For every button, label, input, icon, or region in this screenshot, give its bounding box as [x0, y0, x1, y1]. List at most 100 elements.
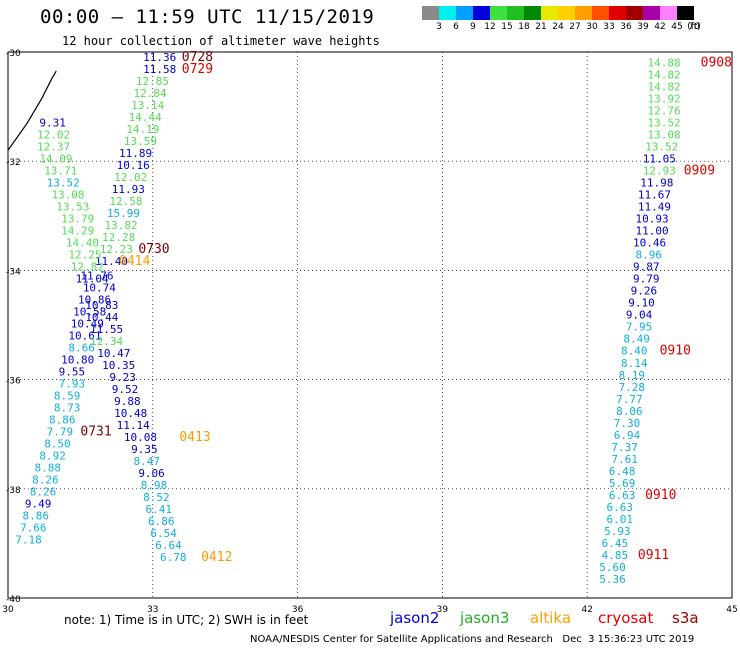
scale-swatch [558, 6, 575, 20]
y-tick-label: -34 [6, 267, 21, 277]
wave-height-label: 13.82 [105, 219, 138, 232]
wave-height-label: 11.04 [76, 273, 109, 286]
time-label: 0910 [645, 488, 676, 503]
scale-swatch [507, 6, 524, 20]
wave-height-label: 14.09 [39, 153, 72, 166]
wave-height-label: 11.05 [643, 153, 676, 166]
wave-height-label: 10.58 [73, 305, 106, 318]
scale-label: 6 [453, 22, 459, 32]
wave-height-label: 13.92 [648, 92, 681, 105]
y-tick-label: -36 [6, 377, 21, 387]
wave-height-label: 14.82 [648, 68, 681, 81]
x-tick-label: 33 [147, 605, 158, 615]
wave-height-label: 10.16 [117, 159, 150, 172]
wave-height-label: 10.44 [85, 311, 118, 324]
scale-swatch [643, 6, 660, 20]
scale-label: 15 [501, 22, 513, 32]
wave-height-label: 4.85 [602, 549, 629, 562]
y-tick-label: -30 [6, 49, 21, 59]
scale-label: (ft) [687, 22, 701, 32]
wave-height-label: 10.49 [71, 317, 104, 330]
time-label: 0908 [701, 55, 732, 70]
credit-line: NOAA/NESDIS Center for Satellite Applica… [250, 634, 695, 645]
wave-height-label: 5.93 [604, 525, 631, 538]
x-tick-label: 39 [437, 605, 449, 615]
scale-swatch [439, 6, 456, 20]
wave-height-label: 7.79 [47, 426, 74, 439]
wave-height-label: 9.87 [633, 261, 660, 274]
wave-height-label: 7.18 [15, 534, 41, 547]
wave-height-label: 10.83 [85, 299, 118, 312]
wave-height-label: 8.86 [22, 510, 49, 523]
wave-height-label: 12.02 [114, 171, 147, 184]
wave-height-label: 8.96 [635, 249, 662, 262]
wave-height-label: 8.86 [49, 414, 76, 427]
wave-height-label: 9.79 [633, 273, 660, 286]
wave-height-label: 8.26 [30, 486, 57, 499]
wave-height-label: 6.64 [155, 539, 182, 552]
wave-height-label: 11.40 [95, 255, 128, 268]
scale-swatch [626, 6, 643, 20]
wave-height-label: 9.52 [112, 383, 139, 396]
wave-height-label: 14.82 [648, 80, 681, 93]
wave-height-label: 7.30 [614, 417, 641, 430]
wave-height-label: 12.25 [68, 249, 101, 262]
wave-height-label: 10.35 [102, 359, 135, 372]
wave-height-label: 14.19 [126, 123, 159, 136]
wave-height-label: 13.79 [61, 213, 94, 226]
wave-height-label: 6.63 [607, 501, 634, 514]
wave-height-label: 10.61 [68, 329, 101, 342]
scale-label: 70 [688, 22, 700, 32]
wave-height-label: 8.40 [621, 345, 648, 358]
scale-label: 24 [552, 22, 564, 32]
wave-height-label: 11.14 [117, 419, 150, 432]
time-label: 0730 [138, 242, 169, 257]
wave-height-label: 12.82 [71, 261, 104, 274]
wave-height-label: 8.88 [35, 462, 62, 475]
wave-height-label: 6.86 [148, 515, 175, 528]
wave-height-label: 10.46 [633, 237, 666, 250]
scale-label: 33 [603, 22, 615, 32]
satellite-label-altika: altika [530, 609, 572, 627]
wave-height-label: 11.93 [112, 183, 145, 196]
wave-height-label: 8.26 [32, 474, 59, 487]
wave-height-label: 9.88 [114, 395, 141, 408]
time-label: 0731 [80, 425, 111, 440]
wave-height-label: 12.34 [90, 335, 123, 348]
wave-height-label: 8.19 [619, 369, 646, 382]
wave-height-label: 9.31 [39, 117, 66, 130]
wave-height-label: 12.93 [643, 165, 676, 178]
wave-height-label: 9.04 [626, 309, 653, 322]
wave-height-label: 10.47 [97, 347, 130, 360]
wave-height-label: 6.01 [607, 513, 634, 526]
wave-height-label: 5.69 [609, 477, 636, 490]
scale-label: 18 [518, 22, 530, 32]
scale-label: 9 [470, 22, 476, 32]
time-label: 0728 [182, 50, 213, 65]
scale-label: 42 [654, 22, 666, 32]
wave-height-label: 9.49 [25, 498, 52, 511]
wave-height-label: 9.10 [628, 297, 655, 310]
scale-swatch [422, 6, 439, 20]
wave-height-label: 7.95 [626, 321, 653, 334]
wave-height-label: 11.00 [635, 225, 668, 238]
wave-height-label: 13.71 [44, 165, 77, 178]
wave-height-label: 13.59 [124, 135, 157, 148]
wave-height-label: 11.58 [143, 63, 176, 76]
wave-height-label: 7.28 [619, 381, 646, 394]
wave-height-label: 9.35 [131, 443, 158, 456]
time-label: 0911 [638, 548, 669, 563]
wave-height-label: 14.88 [648, 56, 681, 69]
wave-height-label: 13.52 [645, 141, 678, 154]
wave-height-label: 12.37 [37, 141, 70, 154]
wave-height-label: 6.63 [609, 489, 636, 502]
wave-height-label: 12.76 [648, 105, 681, 118]
wave-height-label: 6.78 [160, 551, 187, 564]
wave-height-label: 13.52 [648, 117, 681, 130]
scale-label: 3 [436, 22, 442, 32]
wave-height-label: 10.86 [78, 293, 111, 306]
satellite-label-cryosat: cryosat [598, 609, 654, 627]
satellite-label-jason3: jason3 [460, 609, 510, 627]
wave-height-label: 10.80 [61, 353, 94, 366]
wave-height-label: 9.55 [59, 365, 86, 378]
